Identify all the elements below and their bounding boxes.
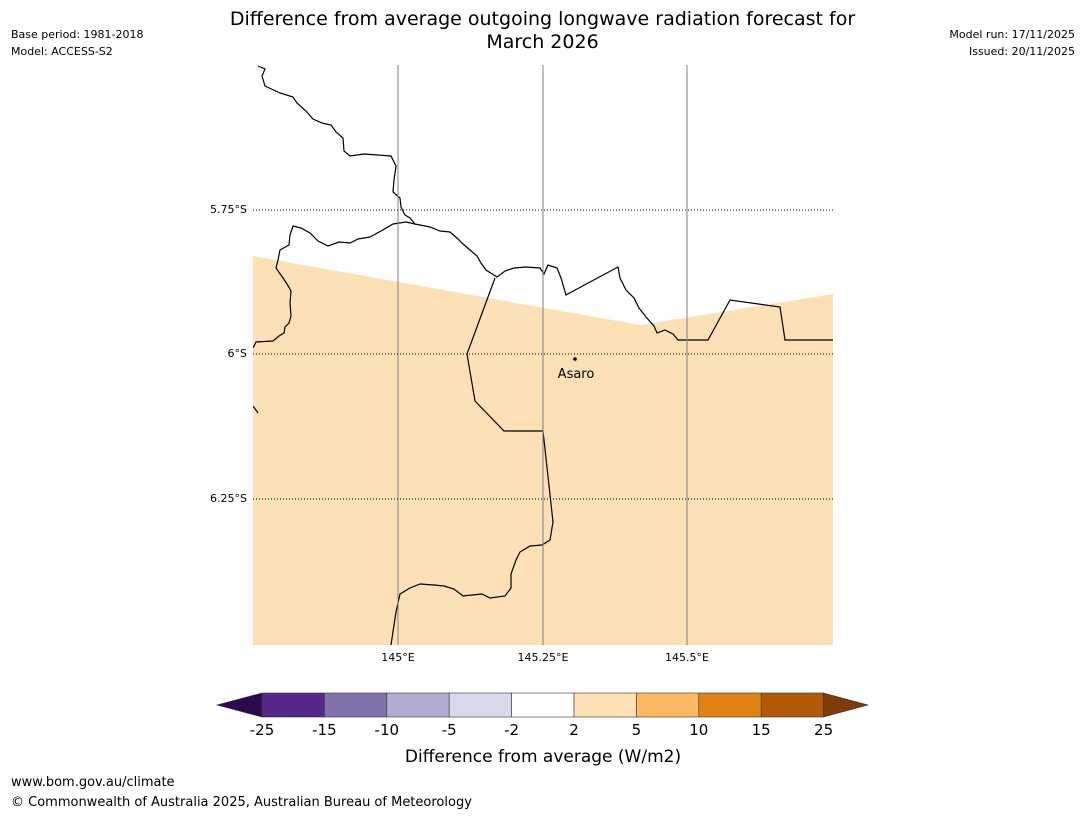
- asaro-label: Asaro: [558, 367, 595, 382]
- legend-arrow-high: [823, 692, 870, 718]
- legend-tick-label: -15: [312, 721, 337, 739]
- legend-tick-label: 10: [689, 721, 708, 739]
- coastline-fragment: [253, 405, 259, 414]
- legend-tick-label: 2: [569, 721, 579, 739]
- lon-label-145-25: 145.25°E: [518, 651, 569, 664]
- legend-tick-label: 25: [814, 721, 833, 739]
- footer-url: www.bom.gov.au/climate: [11, 775, 175, 790]
- issued-text: Issued: 20/11/2025: [968, 45, 1075, 58]
- lat-label-6-25: 6.25°S: [210, 492, 247, 505]
- model-run-text: Model run: 17/11/2025: [949, 28, 1075, 41]
- province-border: [390, 277, 554, 645]
- footer-copyright: © Commonwealth of Australia 2025, Austra…: [11, 795, 472, 810]
- legend-title: Difference from average (W/m2): [405, 747, 681, 767]
- model-text: Model: ACCESS-S2: [11, 45, 113, 58]
- asaro-marker: [573, 357, 577, 361]
- map-title: Difference from average outgoing longwav…: [0, 8, 1085, 54]
- legend-color-block: [760, 692, 824, 718]
- legend-colorbar: -25 -15 -10 -5 -2 2 5 10 15 25 Difference from av…: [215, 692, 870, 767]
- meridian-lines: [397, 65, 688, 645]
- legend-tick-label: 5: [632, 721, 642, 739]
- legend-color-block: [261, 692, 325, 718]
- legend-color-block: [386, 692, 450, 718]
- legend-color-block: [636, 692, 700, 718]
- legend-color-block: [511, 692, 575, 718]
- legend-tick-label: 15: [752, 721, 771, 739]
- legend-color-block: [573, 692, 637, 718]
- lon-label-145-5: 145.5°E: [665, 651, 709, 664]
- legend-tick-label: -5: [442, 721, 457, 739]
- lon-label-145: 145°E: [381, 651, 414, 664]
- legend-color-block: [448, 692, 512, 718]
- coastline-east: [414, 223, 833, 341]
- lat-label-5-75: 5.75°S: [210, 203, 247, 216]
- legend-arrow-low: [215, 692, 263, 718]
- map-title-line1: Difference from average outgoing longwav…: [229, 8, 856, 30]
- legend-color-block: [698, 692, 762, 718]
- header-meta-left: Base period: 1981-2018 Model: ACCESS-S2: [11, 26, 143, 60]
- map-title-line2: March 2026: [486, 31, 599, 53]
- legend-tick-label: -10: [375, 721, 400, 739]
- header-meta-right: Model run: 17/11/2025 Issued: 20/11/2025: [949, 26, 1075, 60]
- footer: www.bom.gov.au/climate © Commonwealth of…: [11, 773, 472, 813]
- parallel-lines: [253, 209, 833, 500]
- base-period-text: Base period: 1981-2018: [11, 28, 144, 41]
- legend-color-block: [324, 692, 388, 718]
- lat-label-6: 6°S: [228, 347, 247, 360]
- forecast-map: Asaro 5.75°S 6°S 6.25°S 145°E 145.25°E 1…: [210, 65, 833, 664]
- legend-tick-label: -2: [504, 721, 519, 739]
- legend-tick-label: -25: [250, 721, 275, 739]
- coastline: [253, 65, 417, 349]
